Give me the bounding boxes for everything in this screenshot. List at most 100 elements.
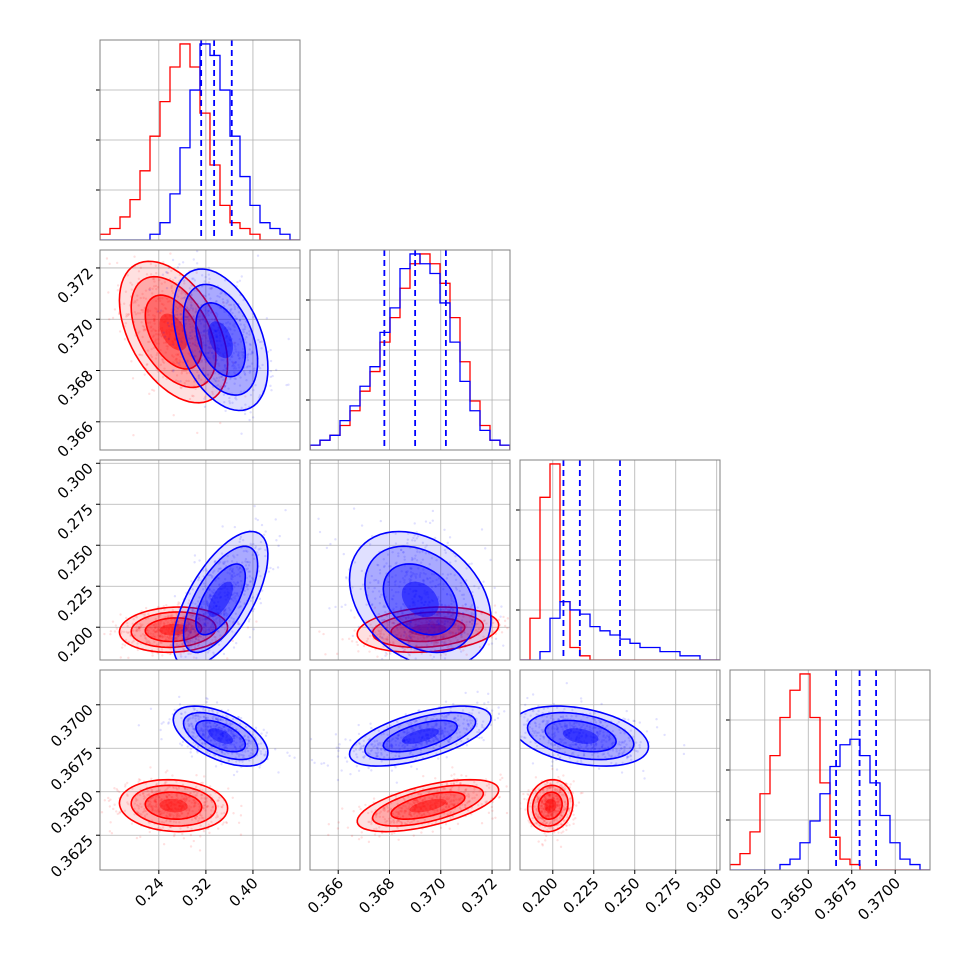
scatter-point xyxy=(494,587,496,589)
scatter-point xyxy=(107,797,109,799)
scatter-point xyxy=(125,617,127,619)
scatter-point xyxy=(488,812,490,814)
scatter-point xyxy=(173,835,175,837)
scatter-point xyxy=(507,617,509,619)
scatter-point xyxy=(161,722,163,724)
scatter-point xyxy=(112,317,114,319)
scatter-point xyxy=(440,827,442,829)
scatter-point xyxy=(445,661,447,663)
scatter-point xyxy=(240,717,242,719)
scatter-point xyxy=(422,775,424,777)
scatter-point xyxy=(187,745,189,747)
scatter-point xyxy=(194,554,196,556)
scatter-point xyxy=(318,630,320,632)
scatter-point xyxy=(384,655,386,657)
scatter-point xyxy=(117,289,119,291)
scatter-point xyxy=(284,509,286,511)
scatter-point xyxy=(221,823,223,825)
scatter-point xyxy=(177,266,179,268)
scatter-point xyxy=(472,675,474,677)
scatter-point xyxy=(259,598,261,600)
scatter-point xyxy=(151,389,153,391)
scatter-point xyxy=(235,642,237,644)
scatter-point xyxy=(504,620,506,622)
scatter-point xyxy=(411,683,413,685)
scatter-point xyxy=(150,778,152,780)
scatter-point xyxy=(277,545,279,547)
scatter-point xyxy=(269,567,271,569)
scatter-point xyxy=(257,255,259,257)
scatter-point xyxy=(132,434,134,436)
scatter-point xyxy=(215,765,217,767)
scatter-point xyxy=(488,643,490,645)
scatter-point xyxy=(184,385,186,387)
scatter-point xyxy=(275,539,277,541)
scatter-point xyxy=(277,566,279,568)
scatter-point xyxy=(327,834,329,836)
scatter-point xyxy=(176,664,178,666)
scatter-point xyxy=(334,606,336,608)
scatter-point xyxy=(205,701,207,703)
scatter-point xyxy=(391,833,393,835)
scatter-point xyxy=(115,810,117,812)
scatter-point xyxy=(184,667,186,669)
scatter-point xyxy=(107,291,109,293)
scatter-point xyxy=(350,609,352,611)
scatter-point xyxy=(109,830,111,832)
scatter-point xyxy=(165,604,167,606)
scatter-point xyxy=(344,604,346,606)
scatter-point xyxy=(500,605,502,607)
scatter-point xyxy=(432,510,434,512)
scatter-point xyxy=(178,263,180,265)
scatter-point xyxy=(190,834,192,836)
scatter-point xyxy=(109,798,111,800)
scatter-point xyxy=(266,317,268,319)
scatter-point xyxy=(521,616,523,618)
scatter-point xyxy=(190,580,192,582)
scatter-point xyxy=(238,822,240,824)
scatter-point xyxy=(160,310,162,312)
scatter-point xyxy=(358,626,360,628)
scatter-point xyxy=(111,832,113,834)
scatter-point xyxy=(255,727,257,729)
scatter-point xyxy=(139,779,141,781)
scatter-point xyxy=(234,526,236,528)
scatter-point xyxy=(172,343,174,345)
scatter-point xyxy=(170,644,172,646)
scatter-point xyxy=(120,656,122,658)
scatter-point xyxy=(497,717,499,719)
scatter-point xyxy=(89,655,91,657)
scatter-point xyxy=(114,308,116,310)
scatter-point xyxy=(434,777,436,779)
scatter-point xyxy=(124,644,126,646)
scatter-point xyxy=(352,635,354,637)
scatter-point xyxy=(112,808,114,810)
scatter-point xyxy=(269,349,271,351)
scatter-point xyxy=(227,709,229,711)
scatter-point xyxy=(116,262,118,264)
scatter-point xyxy=(385,652,387,654)
scatter-point xyxy=(373,797,375,799)
scatter-point xyxy=(114,630,116,632)
scatter-point xyxy=(138,724,140,726)
scatter-point xyxy=(255,518,257,520)
scatter-point xyxy=(348,638,350,640)
scatter-point xyxy=(68,255,70,257)
scatter-point xyxy=(260,602,262,604)
scatter-point xyxy=(236,770,238,772)
scatter-point xyxy=(414,522,416,524)
scatter-point xyxy=(258,766,260,768)
scatter-point xyxy=(244,413,246,415)
scatter-point xyxy=(397,839,399,841)
scatter-point xyxy=(113,804,115,806)
scatter-point xyxy=(288,755,290,757)
scatter-point xyxy=(376,656,378,658)
scatter-point xyxy=(499,779,501,781)
scatter-point xyxy=(378,835,380,837)
scatter-point xyxy=(204,406,206,408)
scatter-point xyxy=(240,814,242,816)
scatter-point xyxy=(491,642,493,644)
scatter-point xyxy=(481,528,483,530)
scatter-point xyxy=(357,650,359,652)
scatter-point xyxy=(263,729,265,731)
